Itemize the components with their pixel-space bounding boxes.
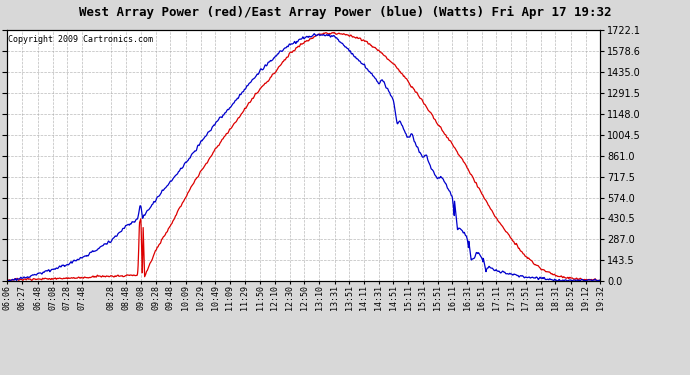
- Text: West Array Power (red)/East Array Power (blue) (Watts) Fri Apr 17 19:32: West Array Power (red)/East Array Power …: [79, 6, 611, 19]
- Text: Copyright 2009 Cartronics.com: Copyright 2009 Cartronics.com: [8, 35, 153, 44]
